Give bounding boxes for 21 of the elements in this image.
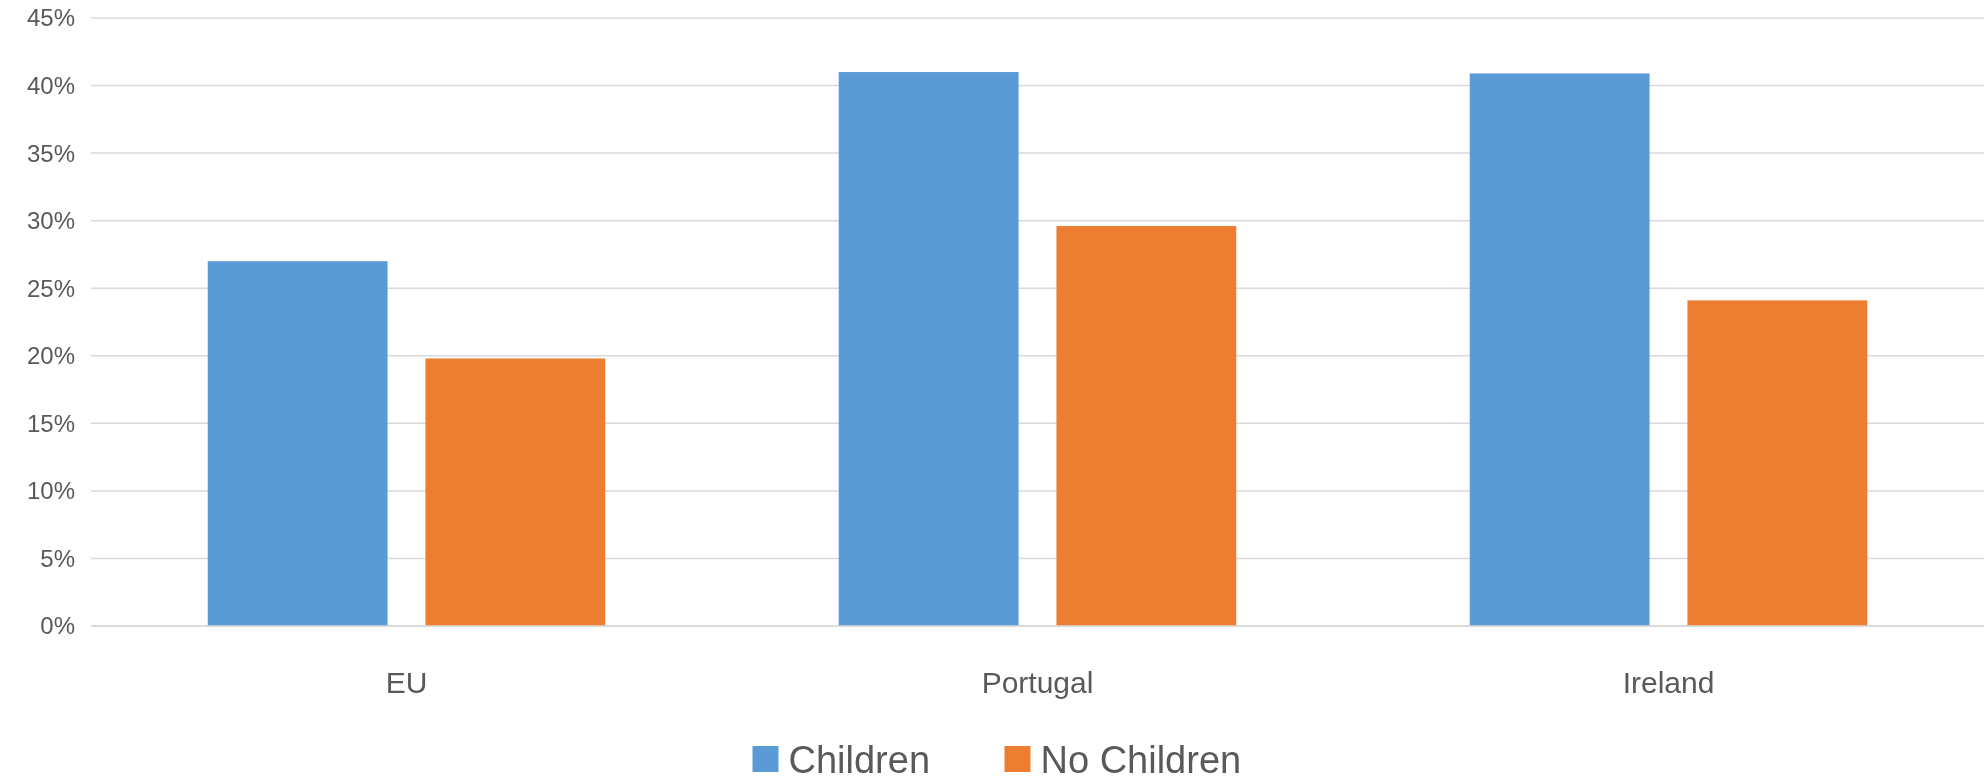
x-tick-label: Ireland	[1622, 665, 1715, 699]
bar	[838, 72, 1019, 626]
y-tick-label: 25%	[26, 274, 75, 302]
y-tick-label: 0%	[40, 612, 75, 640]
y-tick-label: 45%	[26, 4, 75, 32]
bar	[1687, 300, 1868, 626]
y-tick-label: 15%	[26, 409, 75, 437]
y-tick-label: 10%	[26, 477, 75, 505]
y-tick-label: 5%	[40, 544, 75, 572]
bar	[1469, 73, 1650, 626]
y-tick-label: 30%	[26, 207, 75, 235]
bar	[1056, 226, 1237, 626]
bar	[425, 358, 606, 626]
legend-label: No Children	[1040, 739, 1242, 782]
y-tick-label: 20%	[26, 342, 75, 370]
bar	[207, 261, 388, 626]
y-tick-label: 35%	[26, 139, 75, 167]
x-tick-label: Portugal	[981, 665, 1094, 699]
y-tick-label: 40%	[26, 71, 75, 99]
x-tick-label: EU	[385, 665, 428, 699]
legend-label: Children	[788, 739, 931, 782]
